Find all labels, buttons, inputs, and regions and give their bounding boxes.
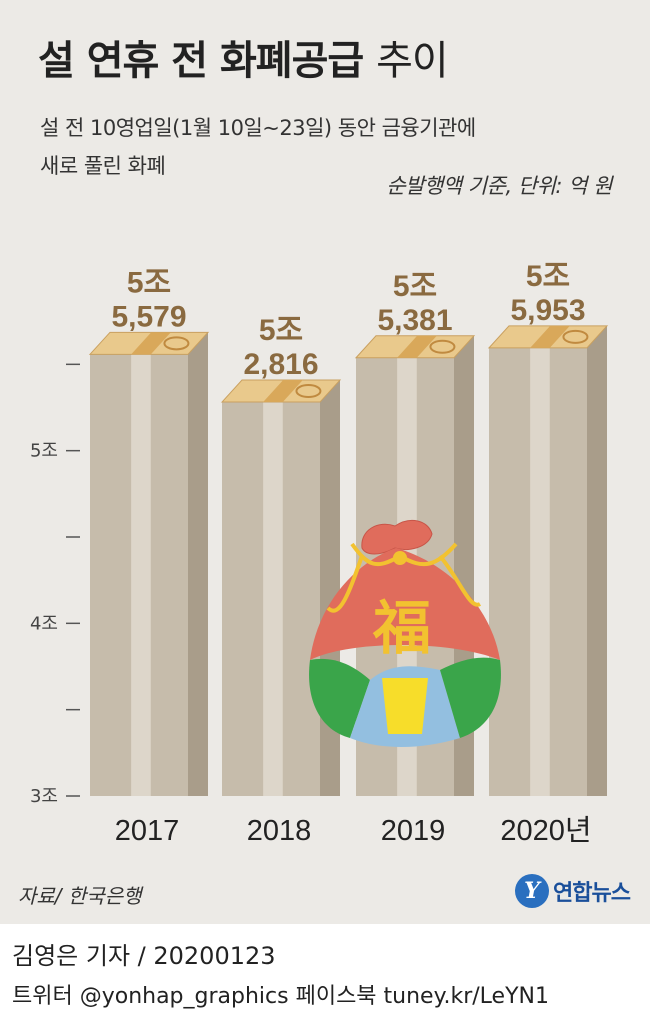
value-label-bottom-0: 5,579 [111,300,186,333]
value-label-bottom-1: 2,816 [243,348,318,381]
social-links: 트위터 @yonhap_graphics 페이스북 tuney.kr/LeYN1 [12,984,549,1009]
bar-side-base-2 [454,774,474,796]
subtitle-line-2: 새로 풀린 화폐 [40,154,166,178]
reporter-credit: 김영은 기자 / 20200123 [12,942,276,970]
yonhap-logo: Y 연합뉴스 [515,873,631,909]
value-label-bottom-3: 5,953 [510,294,585,327]
bar-1: 5조2,816 2018 [220,314,342,847]
value-label-top-3: 5조 [526,260,570,293]
bar-3: 5조5,953 2020년 [487,260,609,847]
bar-side-0 [188,332,208,796]
pouch-knot [393,551,407,565]
bar-note-oval-2 [429,339,456,354]
pouch-character: 福 [372,594,431,662]
value-label-bottom-2: 5,381 [377,304,452,337]
bar-band-0 [131,332,171,355]
y-axis: 3조 4조 5조 [30,363,80,807]
bar-side-base-0 [188,774,208,796]
bar-side-base-1 [320,774,340,796]
y-tick-label-0: 3조 [30,786,58,807]
pouch-top-panel [310,548,500,660]
value-label-top-0: 5조 [127,266,171,299]
bar-note-oval-0 [163,336,190,351]
bar-stripe-0 [131,354,151,796]
bar-side-base-3 [587,774,607,796]
infographic-card: 설 연휴 전 화폐공급 추이 설 전 10영업일(1월 10일∼23일) 동안 … [0,0,650,924]
bar-band-3 [530,325,570,348]
bar-band-2 [397,335,437,358]
y-tick-label-4: 5조 [30,441,58,462]
bar-side-3 [587,325,607,796]
pouch-right-panel [440,657,501,738]
pouch-ribbon [382,678,428,734]
category-label-3: 2020년 [500,815,591,847]
bar-side-1 [320,380,340,796]
lucky-pouch-illustration: 福 [309,519,501,747]
category-label-2: 2019 [381,815,446,847]
yonhap-logo-icon: Y [515,874,550,908]
unit-note: 순발행액 기준, 단위: 억 원 [386,174,612,198]
pouch-left-panel [309,658,370,738]
yonhap-logo-text: 연합뉴스 [553,881,631,906]
bar-band-1 [263,380,303,403]
pouch-cord-tail [326,554,482,613]
source-note: 자료/ 한국은행 [18,884,142,908]
chart-title: 설 연휴 전 화폐공급 추이 [38,28,449,86]
value-label-top-1: 5조 [259,314,303,347]
bar-note-oval-3 [562,329,589,344]
bars-group: 5조5,57920175조2,81620185조5,38120195조5,953… [88,260,609,847]
category-label-0: 2017 [115,815,180,847]
subtitle-line-1: 설 전 10영업일(1월 10일∼23일) 동안 금융기관에 [40,116,476,140]
bar-stripe-3 [530,347,550,796]
title-light: 추이 [376,38,449,84]
y-tick-label-2: 4조 [30,613,58,634]
category-label-1: 2018 [247,815,312,847]
bar-0: 5조5,579 2017 [88,266,210,847]
bar-stripe-1 [263,402,283,796]
value-label-top-2: 5조 [393,270,437,303]
bar-note-oval-1 [295,384,322,399]
title-bold: 설 연휴 전 화폐공급 [38,38,364,84]
pouch-top-tuft [361,519,433,555]
